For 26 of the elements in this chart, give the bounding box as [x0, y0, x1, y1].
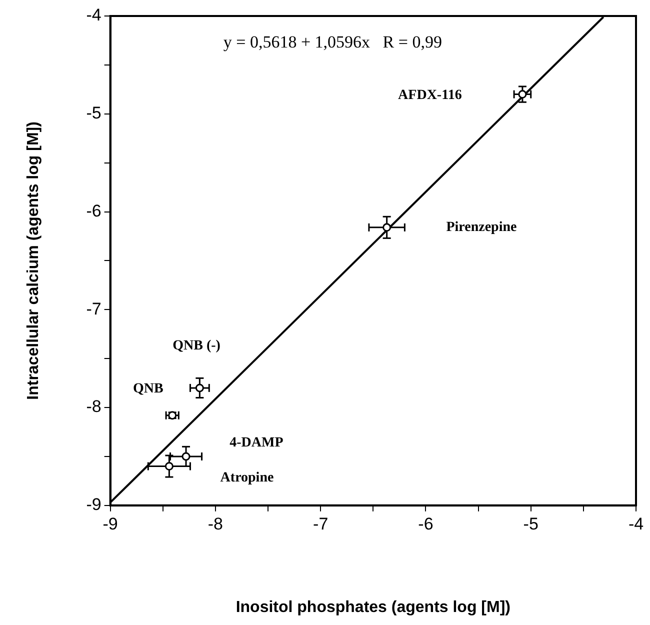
y-axis-title: Intracellular calcium (agents log [M]) — [25, 122, 42, 400]
y-tick-label: -5 — [86, 104, 102, 123]
annotation: QNB (-) — [172, 338, 221, 354]
annotation: QNB — [132, 382, 164, 397]
annotation: Atropine — [220, 470, 274, 486]
y-tick-label: -9 — [86, 495, 102, 514]
x-tick-label: -6 — [418, 514, 434, 534]
annotation: AFDX-116 — [398, 88, 462, 103]
x-tick-label: -5 — [523, 514, 538, 534]
y-tick-label: -4 — [86, 6, 102, 25]
point — [518, 90, 527, 99]
x-tick-label: -9 — [102, 514, 118, 534]
x-axis-title: Inositol phosphates (agents log [M]) — [236, 598, 510, 616]
point — [195, 384, 204, 392]
y-tick-label: -6 — [86, 201, 102, 220]
point — [182, 452, 190, 461]
x-tick-label: -7 — [313, 514, 328, 534]
annotation: y = 0,5618 + 1,0596x R = 0,99 — [223, 32, 442, 52]
point — [164, 462, 174, 470]
y-tick-label: -8 — [86, 397, 102, 416]
point — [382, 223, 392, 232]
annotation: 4-DAMP — [230, 435, 284, 450]
x-tick-label: -4 — [628, 514, 644, 534]
x-tick-label: -8 — [208, 514, 224, 534]
y-tick-label: -7 — [86, 299, 102, 318]
annotation: Pirenzepine — [446, 220, 517, 236]
